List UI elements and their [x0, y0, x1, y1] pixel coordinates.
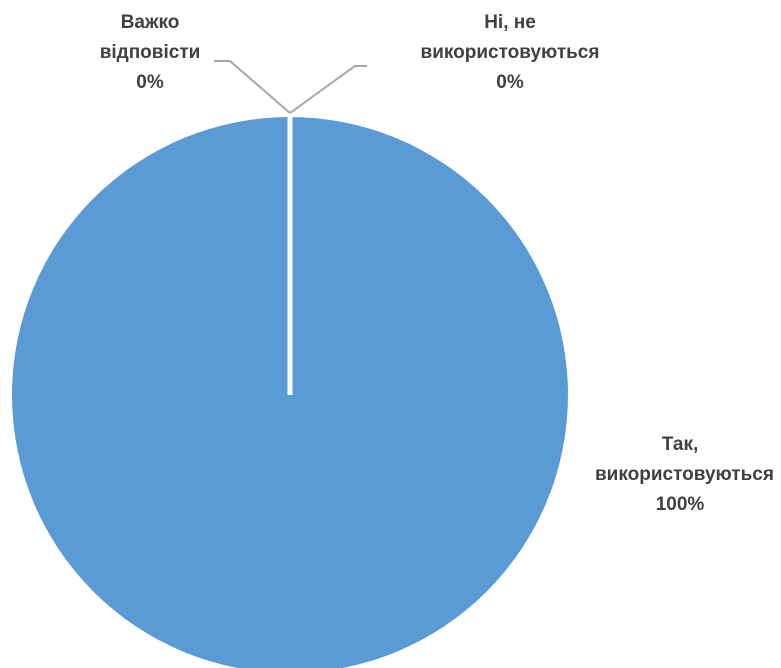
pie-slices: [12, 117, 568, 668]
slice-percent: 0%: [136, 72, 164, 93]
slice-label-line-2: відповісти: [99, 42, 201, 63]
slice-label-line-1: Ні, не: [484, 12, 536, 33]
slice-label-line-1: Важко: [120, 12, 180, 33]
leader-line-vazhko: [214, 60, 291, 114]
slice-label-line-2: використовуються: [595, 464, 774, 485]
leader-line-ni-ne: [289, 65, 367, 114]
slice-label-line-2: використовуються: [420, 42, 600, 63]
data-label-tak: Так, використовуються 100%: [595, 430, 774, 520]
slice-percent: 100%: [655, 494, 705, 515]
slice-percent: 0%: [496, 72, 524, 93]
data-label-vazhko: Важко відповісти 0%: [80, 8, 220, 98]
data-label-ni-ne: Ні, не використовуються 0%: [390, 8, 630, 98]
slice-label-line-1: Так,: [661, 434, 699, 455]
leader-lines: [214, 60, 367, 114]
